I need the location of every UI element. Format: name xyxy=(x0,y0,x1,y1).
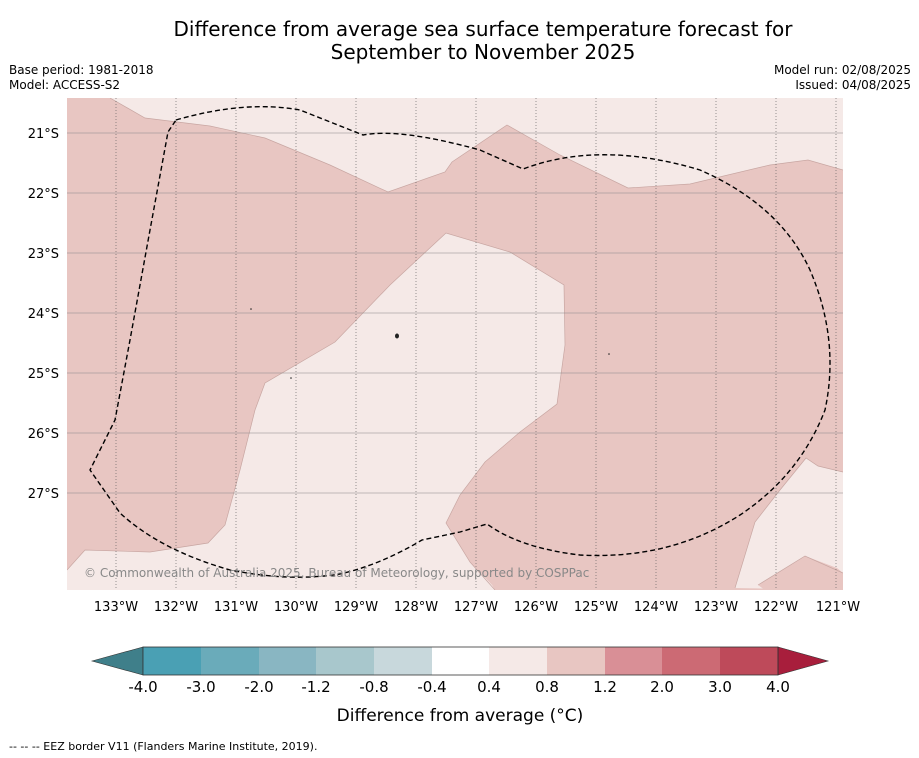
lat-label-24s: 24°S xyxy=(28,307,59,322)
colorbar-segment-4 xyxy=(316,647,374,675)
issued-text: Issued: 04/08/2025 xyxy=(795,78,911,92)
lon-label-122w: 122°W xyxy=(754,600,798,615)
lon-label-131w: 131°W xyxy=(214,600,258,615)
colorbar-tick-neg-2-0: -2.0 xyxy=(244,678,273,696)
anomaly-outline xyxy=(67,98,843,590)
lon-label-132w: 132°W xyxy=(154,600,198,615)
colorbar-tick-1-2: 1.2 xyxy=(593,678,617,696)
lon-label-124w: 124°W xyxy=(634,600,678,615)
colorbar-segment-6 xyxy=(432,647,489,675)
eez-legend-footer: -- -- -- EEZ border V11 (Flanders Marine… xyxy=(9,740,318,753)
lat-label-23s: 23°S xyxy=(28,247,59,262)
colorbar-segment-2 xyxy=(201,647,259,675)
lat-label-27s: 27°S xyxy=(28,487,59,502)
colorbar-segment-9 xyxy=(605,647,662,675)
lat-label-22s: 22°S xyxy=(28,187,59,202)
colorbar-tick-neg-1-2: -1.2 xyxy=(301,678,330,696)
colorbar-tick-neg-0-4: -0.4 xyxy=(417,678,446,696)
small-islands xyxy=(250,308,610,379)
colorbar-tick-0-4: 0.4 xyxy=(477,678,501,696)
lon-label-126w: 126°W xyxy=(514,600,558,615)
lon-label-121w: 121°W xyxy=(816,600,860,615)
title-line-2: September to November 2025 xyxy=(330,40,636,64)
metadata-right: Model run: 02/08/2025 Issued: 04/08/2025 xyxy=(774,63,911,93)
colorbar-tick-3-0: 3.0 xyxy=(708,678,732,696)
colorbar: -4.0 -3.0 -2.0 -1.2 -0.8 -0.4 0.4 0.8 1.… xyxy=(90,646,830,726)
colorbar-segment-1 xyxy=(143,647,201,675)
colorbar-segment-5 xyxy=(374,647,432,675)
lat-label-21s: 21°S xyxy=(28,127,59,142)
map-title: Difference from average sea surface temp… xyxy=(0,18,919,64)
colorbar-tick-4-0: 4.0 xyxy=(766,678,790,696)
longitude-axis-labels: 133°W 132°W 131°W 130°W 129°W 128°W 127°… xyxy=(94,600,860,615)
lon-label-125w: 125°W xyxy=(574,600,618,615)
colorbar-tick-neg-0-8: -0.8 xyxy=(359,678,388,696)
colorbar-tick-0-8: 0.8 xyxy=(535,678,559,696)
colorbar-segment-8 xyxy=(547,647,605,675)
colorbar-extend-low xyxy=(90,646,144,676)
eez-border-line xyxy=(89,105,831,578)
anomaly-field-0-8-1-2 xyxy=(67,98,843,590)
colorbar-segment-7 xyxy=(489,647,547,675)
lon-label-127w: 127°W xyxy=(454,600,498,615)
lon-label-130w: 130°W xyxy=(274,600,318,615)
latitude-axis-labels: 21°S 22°S 23°S 24°S 25°S 26°S 27°S xyxy=(28,127,59,502)
model-run-text: Model run: 02/08/2025 xyxy=(773,63,911,77)
colorbar-segment-10 xyxy=(662,647,720,675)
copyright-watermark: © Commonwealth of Australia 2025, Bureau… xyxy=(84,566,589,580)
base-period-text: Base period: 1981-2018 xyxy=(9,63,154,77)
colorbar-tick-neg-3-0: -3.0 xyxy=(186,678,215,696)
lon-label-129w: 129°W xyxy=(334,600,378,615)
gridlines xyxy=(115,98,837,590)
colorbar-segment-3 xyxy=(259,647,316,675)
map-plot-area: © Commonwealth of Australia 2025, Bureau… xyxy=(67,98,843,590)
lon-label-133w: 133°W xyxy=(94,600,138,615)
colorbar-tick-neg-4-0: -4.0 xyxy=(128,678,157,696)
colorbar-extend-high xyxy=(777,646,830,676)
metadata-left: Base period: 1981-2018 Model: ACCESS-S2 xyxy=(9,63,154,93)
colorbar-segment-11 xyxy=(720,647,778,675)
anomaly-field-0-8-1-2-corner xyxy=(758,556,843,590)
colorbar-tick-2-0: 2.0 xyxy=(650,678,674,696)
lon-label-123w: 123°W xyxy=(694,600,738,615)
model-text: Model: ACCESS-S2 xyxy=(9,78,121,92)
lon-label-128w: 128°W xyxy=(394,600,438,615)
lat-label-26s: 26°S xyxy=(28,427,59,442)
lat-label-25s: 25°S xyxy=(28,367,59,382)
colorbar-title: Difference from average (°C) xyxy=(337,706,584,726)
latitude-lines xyxy=(67,132,843,494)
title-line-1: Difference from average sea surface temp… xyxy=(173,17,793,41)
colorbar-frame xyxy=(142,646,779,676)
